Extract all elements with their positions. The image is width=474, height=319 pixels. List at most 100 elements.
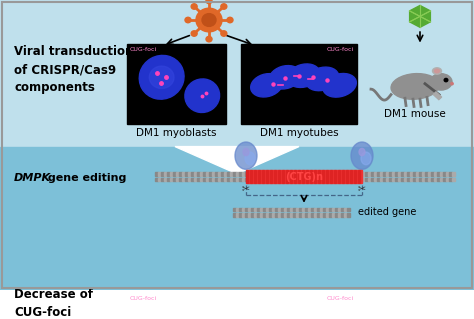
- Bar: [350, 172, 353, 176]
- Text: DMPK: DMPK: [14, 174, 51, 183]
- Bar: [290, 208, 293, 211]
- Bar: [398, 172, 401, 176]
- Bar: [362, 177, 365, 181]
- Bar: [359, 172, 362, 176]
- Circle shape: [227, 17, 233, 23]
- Bar: [356, 177, 359, 181]
- Bar: [246, 170, 248, 183]
- Bar: [287, 177, 290, 181]
- Bar: [260, 177, 263, 181]
- Bar: [257, 177, 260, 181]
- Circle shape: [206, 0, 212, 4]
- Bar: [296, 213, 299, 217]
- Bar: [167, 177, 170, 181]
- Bar: [398, 177, 401, 181]
- Bar: [164, 172, 167, 176]
- Bar: [419, 172, 422, 176]
- Bar: [296, 177, 299, 181]
- Bar: [173, 177, 176, 181]
- Bar: [326, 177, 329, 181]
- Bar: [254, 213, 257, 217]
- Ellipse shape: [149, 66, 174, 88]
- Bar: [236, 172, 239, 176]
- Bar: [218, 172, 221, 176]
- Ellipse shape: [185, 79, 219, 113]
- Ellipse shape: [287, 64, 320, 87]
- Text: Decrease of
CUG-foci: Decrease of CUG-foci: [14, 288, 93, 319]
- Bar: [176, 177, 179, 181]
- Bar: [302, 170, 304, 183]
- Bar: [251, 172, 254, 176]
- Bar: [338, 172, 341, 176]
- Bar: [302, 213, 305, 217]
- Bar: [335, 177, 338, 181]
- Bar: [257, 172, 260, 176]
- Bar: [314, 172, 317, 176]
- Bar: [346, 170, 348, 183]
- Bar: [323, 208, 326, 211]
- Bar: [233, 208, 236, 211]
- Bar: [368, 172, 371, 176]
- Bar: [266, 213, 269, 217]
- Text: Viral transduction
of CRISPR/Cas9
components: Viral transduction of CRISPR/Cas9 compon…: [14, 46, 133, 94]
- Bar: [161, 177, 164, 181]
- Bar: [350, 177, 353, 181]
- Bar: [161, 172, 164, 176]
- Bar: [290, 170, 292, 183]
- Bar: [314, 208, 317, 211]
- Bar: [338, 213, 341, 217]
- Bar: [374, 172, 377, 176]
- Bar: [275, 213, 278, 217]
- Bar: [326, 213, 329, 217]
- Polygon shape: [175, 146, 299, 174]
- Bar: [241, 292, 357, 303]
- Bar: [305, 213, 308, 217]
- Bar: [320, 177, 323, 181]
- Bar: [242, 177, 245, 181]
- Bar: [386, 172, 389, 176]
- Bar: [449, 177, 452, 181]
- Ellipse shape: [361, 152, 371, 165]
- Bar: [308, 208, 311, 211]
- Bar: [269, 213, 272, 217]
- Bar: [233, 213, 236, 217]
- Circle shape: [185, 17, 191, 23]
- Bar: [428, 172, 431, 176]
- Bar: [274, 170, 276, 183]
- Bar: [317, 213, 320, 217]
- Circle shape: [191, 31, 197, 36]
- Bar: [236, 177, 239, 181]
- Bar: [416, 177, 419, 181]
- Bar: [443, 177, 446, 181]
- Bar: [266, 208, 269, 211]
- Bar: [170, 177, 173, 181]
- Bar: [299, 172, 302, 176]
- Bar: [215, 177, 218, 181]
- Bar: [389, 177, 392, 181]
- Bar: [245, 213, 248, 217]
- Bar: [270, 170, 272, 183]
- Bar: [305, 208, 308, 211]
- Bar: [296, 208, 299, 211]
- Bar: [392, 177, 395, 181]
- Bar: [227, 172, 230, 176]
- Bar: [329, 177, 332, 181]
- Bar: [164, 177, 167, 181]
- Bar: [310, 170, 312, 183]
- Bar: [449, 172, 452, 176]
- Bar: [281, 172, 284, 176]
- Bar: [347, 172, 350, 176]
- Ellipse shape: [245, 152, 255, 165]
- Bar: [294, 170, 296, 183]
- Bar: [266, 170, 268, 183]
- Text: CUG-foci: CUG-foci: [327, 296, 354, 301]
- Bar: [401, 177, 404, 181]
- Bar: [329, 172, 332, 176]
- Bar: [437, 172, 440, 176]
- Bar: [344, 177, 347, 181]
- Ellipse shape: [149, 312, 174, 319]
- Bar: [284, 172, 287, 176]
- Ellipse shape: [269, 66, 301, 89]
- Bar: [401, 172, 404, 176]
- Bar: [230, 172, 233, 176]
